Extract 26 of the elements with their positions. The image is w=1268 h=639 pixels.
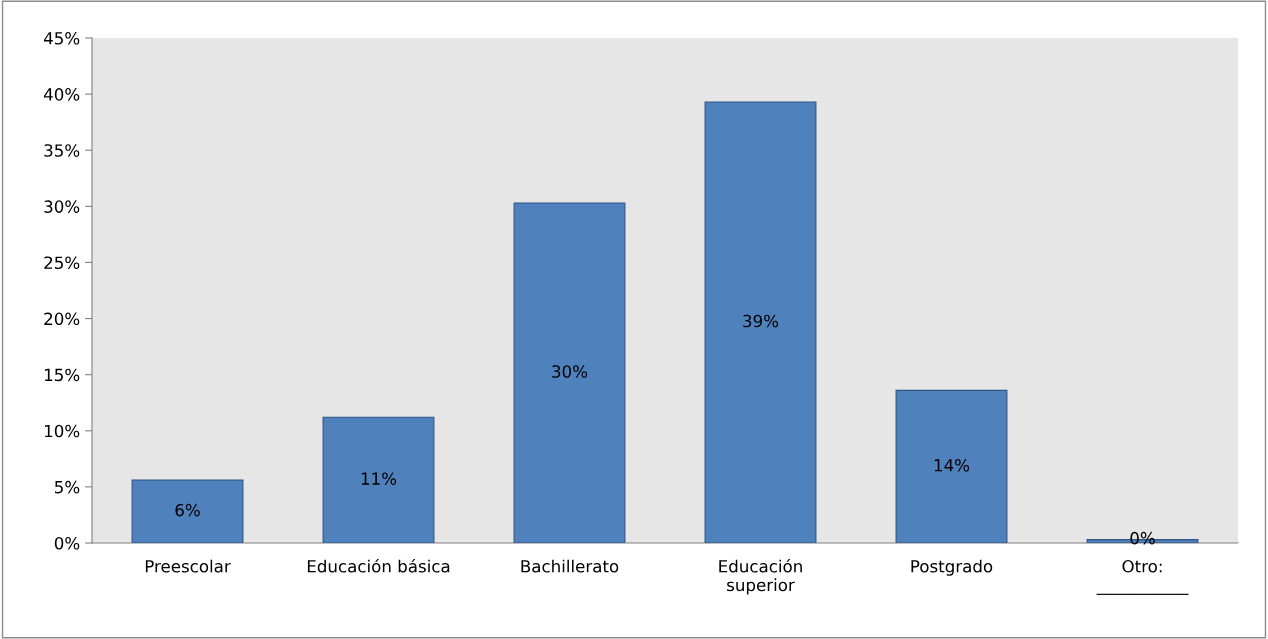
y-tick-label: 0%: [54, 536, 80, 550]
y-tick-label: 25%: [44, 256, 80, 270]
bar: [704, 101, 817, 543]
x-tick-label: Postgrado: [911, 559, 993, 576]
x-tick-label: Educación básica: [307, 559, 450, 573]
data-label: 6%: [175, 503, 200, 517]
bar: [513, 202, 626, 543]
y-tick-label: 45%: [43, 31, 80, 45]
y-tick-label: 35%: [44, 144, 80, 157]
x-tick-label: Bachillerato: [521, 559, 619, 573]
y-tick-label: 20%: [44, 312, 80, 326]
bar: [895, 389, 1008, 543]
y-tick-label: 5%: [55, 480, 80, 494]
y-tick-label: 30%: [44, 200, 80, 213]
data-label: 14%: [934, 458, 970, 472]
x-tick-label: Preescolar: [145, 559, 231, 573]
bar: [131, 479, 244, 543]
x-tick-label: Educación superior: [719, 559, 802, 595]
category-label: Otro: ___________: [1096, 559, 1189, 595]
y-tick-label: 10%: [44, 424, 80, 438]
bar: [322, 416, 435, 543]
data-label: 11%: [361, 472, 397, 485]
y-tick-label: 40%: [43, 88, 80, 101]
y-tick-label: 15%: [44, 368, 80, 382]
data-label: 39%: [743, 314, 779, 328]
data-label: 30%: [552, 365, 588, 378]
